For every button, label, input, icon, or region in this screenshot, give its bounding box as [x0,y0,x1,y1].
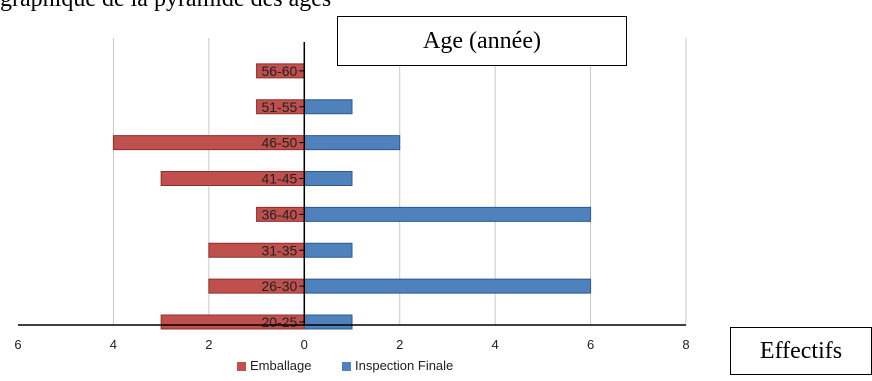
category-label: 51-55 [261,99,297,115]
category-label: 46-50 [261,135,297,151]
legend-label-emballage: Emballage [250,358,311,373]
category-label: 36-40 [261,206,297,222]
bar-inspection-finale [303,135,401,151]
x-tick-label: 6 [14,337,21,352]
x-axis-title-text: Effectifs [759,337,843,364]
category-label: 41-45 [261,171,297,187]
x-tick-label: 6 [587,337,594,352]
x-tick-label: 2 [205,337,212,352]
legend-swatch-inspection-finale [342,362,351,371]
bar-inspection-finale [303,242,353,258]
bar-inspection-finale [303,206,592,222]
bar-inspection-finale [303,314,353,330]
x-tick-label: 8 [682,337,689,352]
x-tick-label: 0 [301,337,308,352]
category-label: 31-35 [261,242,297,258]
bar-inspection-finale [303,171,353,186]
legend-swatch-emballage [237,362,246,371]
y-axis-title-text: Age (année) [423,27,541,54]
bar-inspection-finale [303,99,353,115]
x-tick-label: 2 [396,337,403,352]
bar-inspection-finale [303,278,592,294]
category-label: 56-60 [261,63,297,79]
caption-fragment: graphique de la pyramide des âges [0,0,331,16]
y-axis-title: Age (année) [337,16,627,66]
legend-label-inspection-finale: Inspection Finale [355,358,453,373]
category-label: 20-25 [261,314,297,330]
x-tick-label: 4 [110,337,117,352]
x-tick-label: 4 [492,337,499,352]
x-axis-title: Effectifs [730,327,872,375]
category-label: 26-30 [261,278,297,294]
